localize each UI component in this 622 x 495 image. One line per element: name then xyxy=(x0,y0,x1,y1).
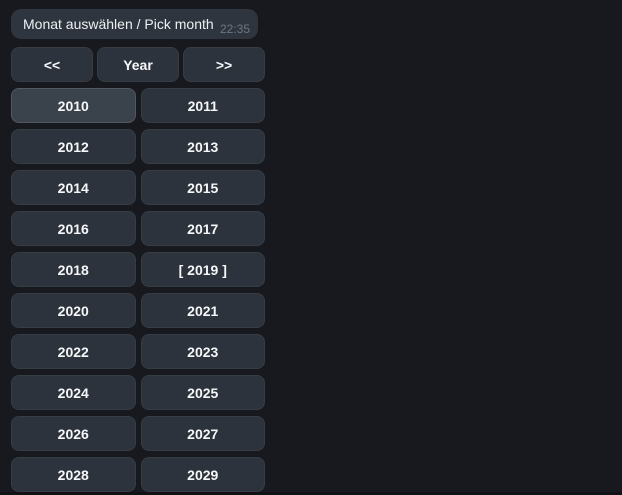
year-button-2013[interactable]: 2013 xyxy=(140,129,265,164)
nav-button-prev[interactable]: << xyxy=(11,47,93,82)
year-button-2018[interactable]: 2018 xyxy=(11,252,136,287)
year-button-2010[interactable]: 2010 xyxy=(11,88,136,123)
nav-button-next[interactable]: >> xyxy=(183,47,265,82)
message-text: Monat auswählen / Pick month xyxy=(23,16,214,32)
nav-button-year[interactable]: Year xyxy=(97,47,179,82)
year-button-2023[interactable]: 2023 xyxy=(140,334,265,369)
window-bottom-edge xyxy=(0,492,622,495)
year-button-2014[interactable]: 2014 xyxy=(11,170,136,205)
keyboard-year-grid: 2010 2011 2012 2013 2014 2015 2016 2017 2018[ 20… xyxy=(11,88,265,492)
year-button-2025[interactable]: 2025 xyxy=(140,375,265,410)
year-button-2012[interactable]: 2012 xyxy=(11,129,136,164)
chat-area: Monat auswählen / Pick month 22:35 << Yea… xyxy=(11,9,265,492)
keyboard-nav-row: << Year >> xyxy=(11,47,265,82)
inline-keyboard: << Year >> 2010 2011 2012 2013 2014 2015 2016 201… xyxy=(11,47,265,492)
year-button-2026[interactable]: 2026 xyxy=(11,416,136,451)
message-timestamp: 22:35 xyxy=(219,22,250,36)
year-button-2022[interactable]: 2022 xyxy=(11,334,136,369)
year-button-2020[interactable]: 2020 xyxy=(11,293,136,328)
year-button-2016[interactable]: 2016 xyxy=(11,211,136,246)
year-button-2017[interactable]: 2017 xyxy=(140,211,265,246)
year-button-2021[interactable]: 2021 xyxy=(140,293,265,328)
year-button-2011[interactable]: 2011 xyxy=(140,88,265,123)
year-button-2027[interactable]: 2027 xyxy=(140,416,265,451)
year-button-2019[interactable]: [ 2019 ] xyxy=(140,252,265,287)
year-button-2015[interactable]: 2015 xyxy=(140,170,265,205)
message-bubble: Monat auswählen / Pick month 22:35 xyxy=(11,9,258,39)
year-button-2028[interactable]: 2028 xyxy=(11,457,136,492)
year-button-2029[interactable]: 2029 xyxy=(140,457,265,492)
year-button-2024[interactable]: 2024 xyxy=(11,375,136,410)
